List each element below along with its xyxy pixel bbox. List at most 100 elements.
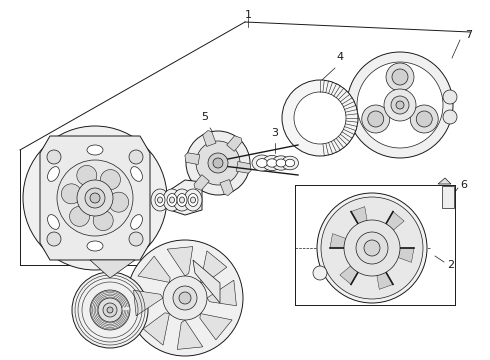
Circle shape [23, 126, 167, 270]
Ellipse shape [151, 189, 169, 211]
Circle shape [317, 193, 427, 303]
Circle shape [47, 150, 61, 164]
Circle shape [392, 69, 408, 85]
Circle shape [186, 131, 250, 195]
Ellipse shape [173, 189, 191, 211]
Circle shape [98, 298, 122, 322]
Ellipse shape [163, 189, 181, 211]
Ellipse shape [256, 159, 268, 167]
Polygon shape [203, 131, 216, 147]
Polygon shape [377, 272, 393, 289]
Ellipse shape [167, 194, 177, 207]
Text: 4: 4 [337, 52, 343, 62]
Polygon shape [386, 212, 404, 230]
Bar [442, 186, 454, 208]
Circle shape [90, 290, 130, 330]
Polygon shape [330, 234, 345, 248]
Circle shape [163, 276, 207, 320]
Circle shape [77, 180, 113, 216]
Ellipse shape [131, 167, 143, 181]
Polygon shape [143, 313, 170, 345]
Circle shape [173, 286, 197, 310]
Polygon shape [200, 314, 232, 340]
Circle shape [85, 188, 105, 208]
Circle shape [61, 184, 81, 204]
Ellipse shape [267, 159, 277, 167]
Circle shape [100, 170, 121, 190]
Circle shape [368, 111, 384, 127]
Circle shape [103, 303, 117, 317]
Polygon shape [398, 248, 414, 262]
Circle shape [57, 160, 133, 236]
Ellipse shape [191, 197, 196, 203]
Polygon shape [177, 320, 203, 350]
Ellipse shape [179, 197, 185, 203]
Ellipse shape [281, 156, 298, 170]
Circle shape [213, 158, 223, 168]
Circle shape [386, 63, 414, 91]
Circle shape [127, 240, 243, 356]
Circle shape [77, 166, 97, 185]
Circle shape [72, 272, 148, 348]
Circle shape [90, 193, 100, 203]
Polygon shape [438, 178, 451, 184]
Polygon shape [351, 207, 367, 224]
Circle shape [416, 111, 432, 127]
Text: 1: 1 [245, 10, 251, 20]
Polygon shape [200, 251, 227, 283]
Circle shape [129, 150, 143, 164]
Polygon shape [340, 266, 358, 284]
Text: 3: 3 [126, 148, 133, 158]
Circle shape [313, 266, 327, 280]
Circle shape [344, 220, 400, 276]
Ellipse shape [272, 156, 290, 170]
Ellipse shape [87, 145, 103, 155]
Polygon shape [170, 180, 202, 215]
Ellipse shape [170, 197, 174, 203]
Circle shape [391, 96, 409, 114]
Ellipse shape [48, 215, 59, 229]
Circle shape [362, 105, 390, 133]
Polygon shape [227, 136, 242, 151]
Text: 5: 5 [201, 112, 209, 122]
Circle shape [384, 89, 416, 121]
Circle shape [356, 232, 388, 264]
Ellipse shape [48, 167, 59, 181]
Polygon shape [167, 247, 193, 276]
Ellipse shape [263, 156, 281, 171]
Text: 6: 6 [460, 180, 467, 190]
Circle shape [294, 92, 346, 144]
Polygon shape [220, 180, 233, 195]
Circle shape [347, 52, 453, 158]
Circle shape [282, 80, 358, 156]
Circle shape [443, 90, 457, 104]
Circle shape [47, 232, 61, 246]
Ellipse shape [188, 194, 198, 207]
Ellipse shape [131, 215, 143, 229]
Polygon shape [207, 280, 236, 306]
Circle shape [196, 141, 240, 185]
Ellipse shape [276, 159, 286, 167]
Ellipse shape [157, 197, 163, 203]
Circle shape [179, 292, 191, 304]
Polygon shape [138, 256, 170, 283]
Polygon shape [134, 290, 163, 316]
Ellipse shape [155, 194, 165, 207]
Circle shape [93, 211, 113, 230]
Polygon shape [90, 260, 135, 278]
Polygon shape [194, 175, 209, 190]
Circle shape [321, 197, 423, 299]
Text: 2: 2 [447, 260, 454, 270]
Circle shape [107, 307, 113, 313]
Circle shape [109, 192, 129, 212]
Ellipse shape [177, 194, 187, 207]
Text: 7: 7 [465, 30, 472, 40]
Polygon shape [185, 153, 200, 165]
Circle shape [364, 240, 380, 256]
Ellipse shape [252, 155, 272, 171]
Circle shape [443, 110, 457, 124]
Ellipse shape [87, 241, 103, 251]
Circle shape [129, 232, 143, 246]
Polygon shape [40, 136, 150, 260]
Circle shape [396, 101, 404, 109]
